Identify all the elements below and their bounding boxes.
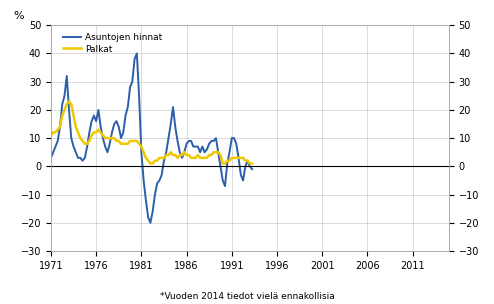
Legend: Asuntojen hinnat, Palkat: Asuntojen hinnat, Palkat	[59, 30, 165, 57]
Asuntojen hinnat	[48, 156, 54, 160]
Asuntojen hinnat	[109, 131, 115, 134]
Asuntojen hinnat	[147, 221, 153, 225]
Palkat	[249, 162, 255, 165]
Asuntojen hinnat	[220, 179, 226, 182]
Palkat	[78, 136, 83, 140]
Palkat	[220, 162, 226, 165]
Palkat	[193, 156, 199, 160]
Y-axis label: %: %	[14, 11, 24, 21]
Line: Palkat: Palkat	[51, 102, 252, 164]
Asuntojen hinnat	[75, 156, 81, 160]
Palkat	[48, 133, 54, 137]
Palkat	[111, 136, 117, 140]
Asuntojen hinnat	[245, 159, 250, 163]
Asuntojen hinnat	[193, 145, 199, 148]
Palkat	[147, 162, 153, 165]
Asuntojen hinnat	[249, 167, 255, 171]
Text: *Vuoden 2014 tiedot vielä ennakollisia: *Vuoden 2014 tiedot vielä ennakollisia	[160, 292, 334, 301]
Palkat	[66, 100, 72, 103]
Palkat	[224, 159, 230, 163]
Palkat	[245, 159, 250, 163]
Asuntojen hinnat	[224, 162, 230, 165]
Asuntojen hinnat	[134, 52, 140, 55]
Line: Asuntojen hinnat: Asuntojen hinnat	[51, 54, 252, 223]
